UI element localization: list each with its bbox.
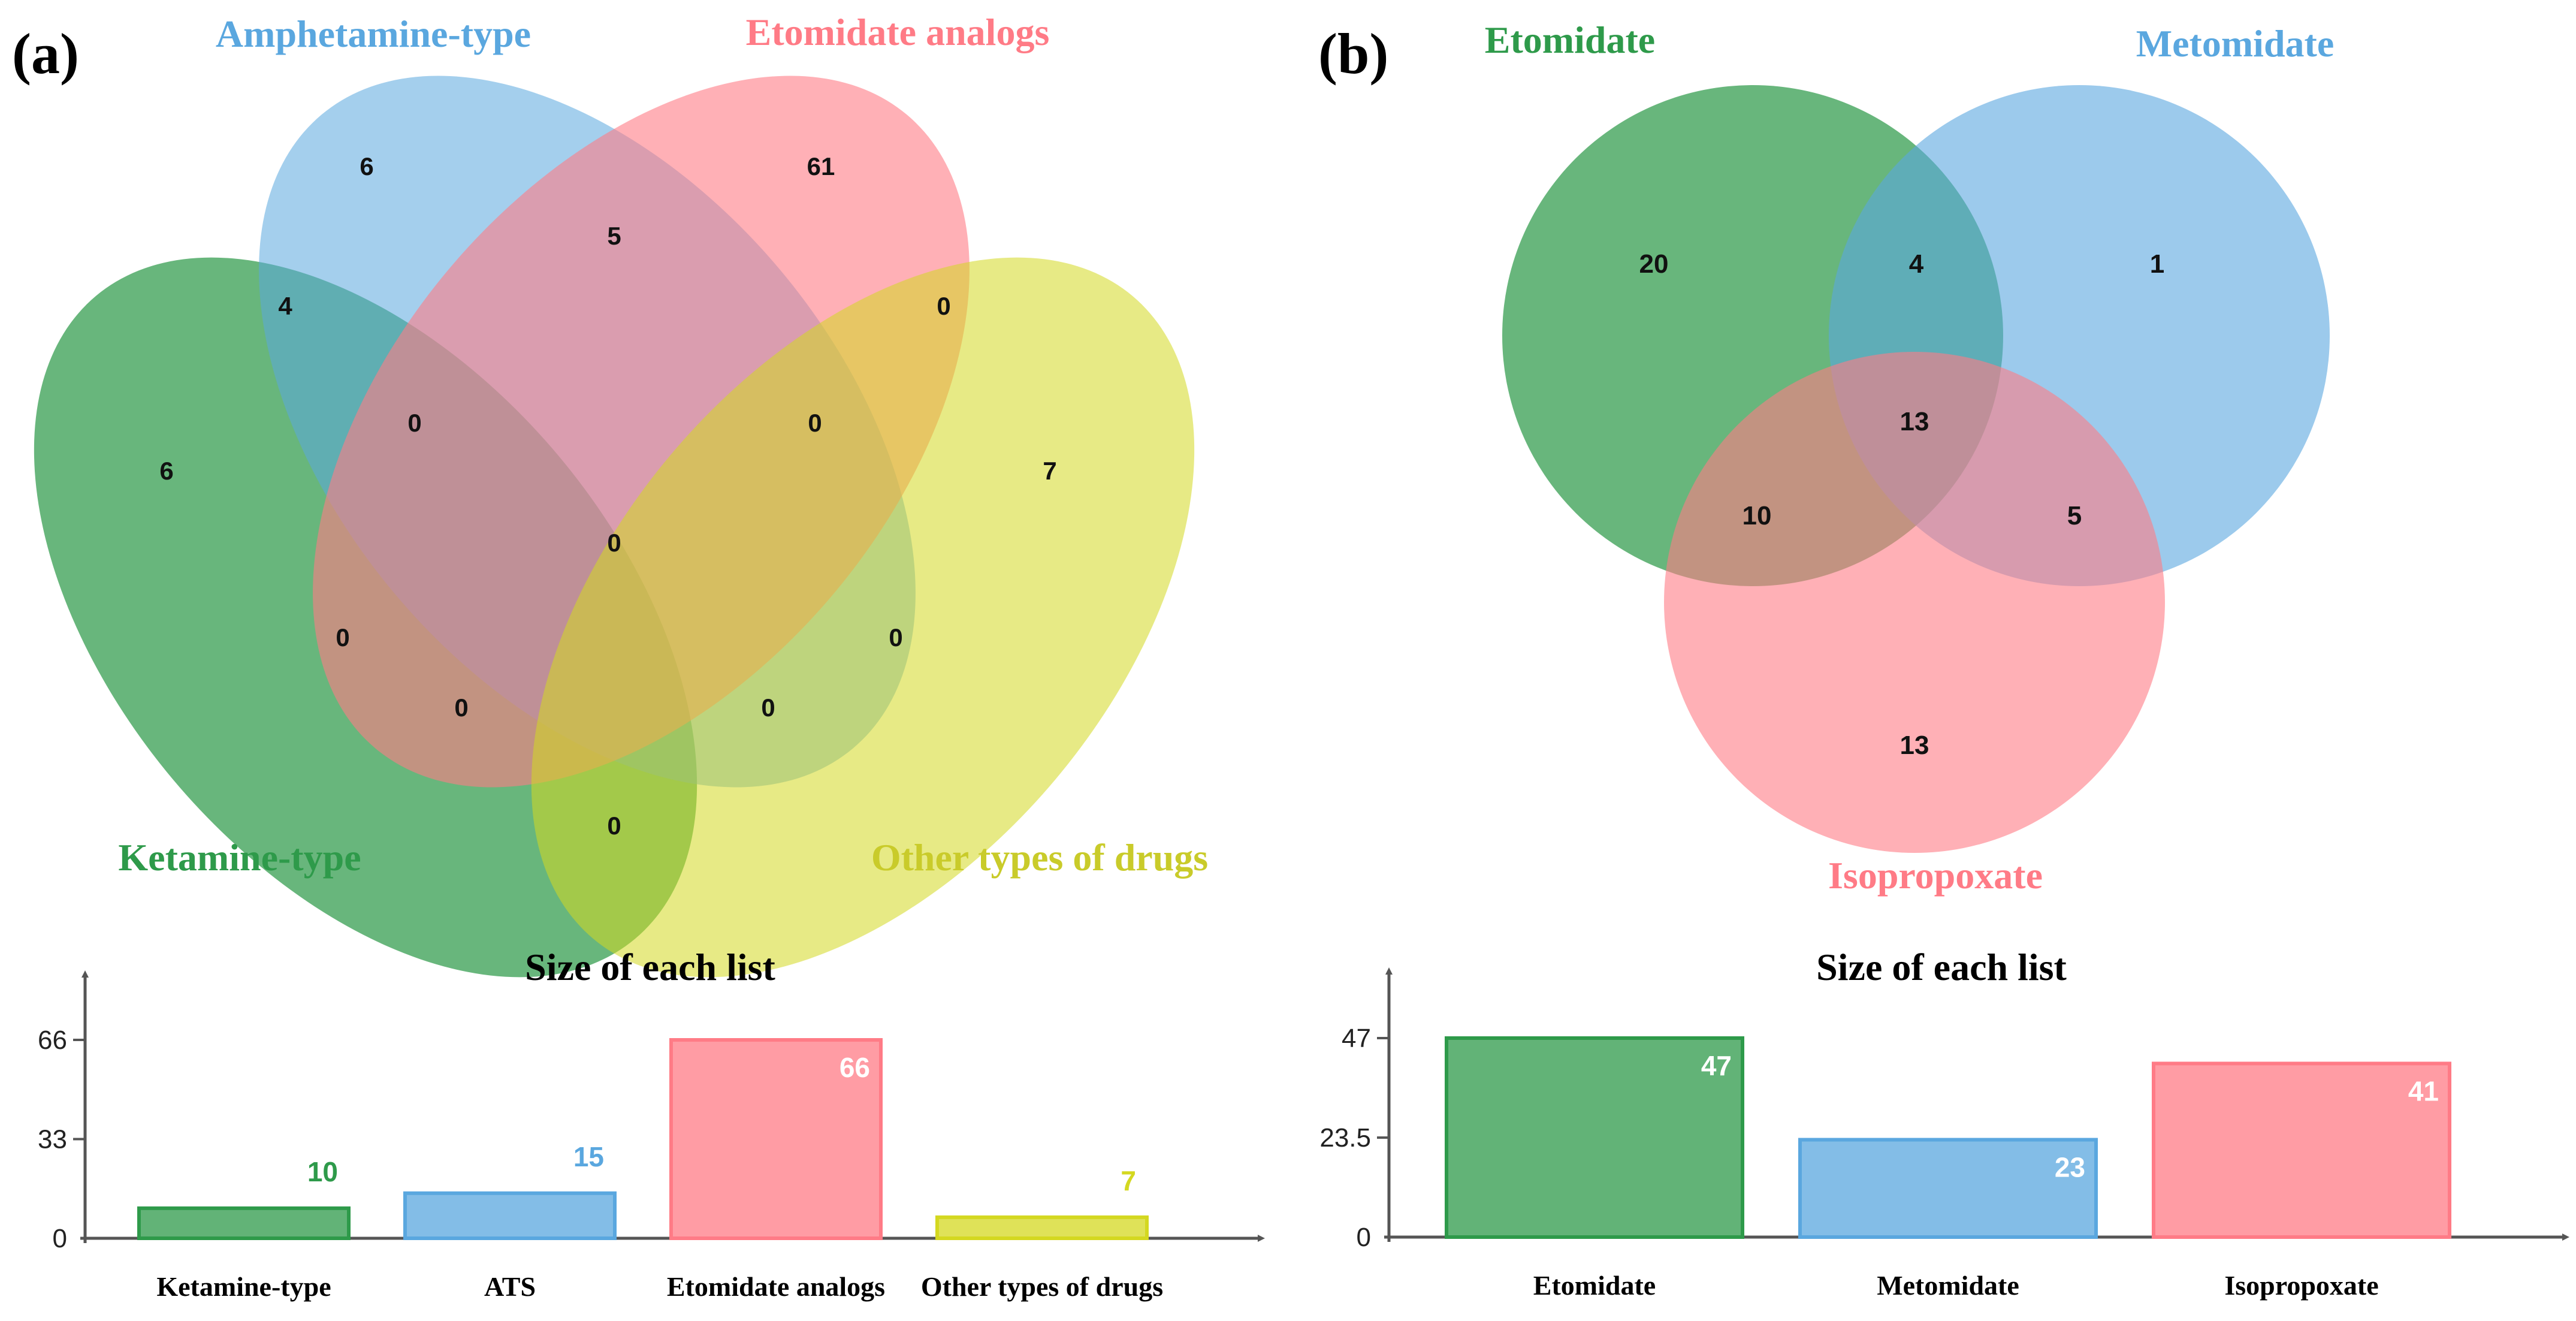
venn-a-label-ketamine: Ketamine-type: [118, 836, 361, 879]
venn-b-count: 5: [2067, 501, 2082, 530]
y-tick-label: 33: [38, 1125, 67, 1154]
y-tick-label: 47: [1342, 1024, 1371, 1053]
venn-b-count: 1: [2150, 249, 2164, 279]
venn-a-count: 0: [808, 409, 822, 437]
venn-a-count: 0: [607, 812, 621, 840]
x-tick-label: Metomidate: [1877, 1270, 2019, 1301]
venn-a-count: 4: [278, 292, 292, 320]
bar: [137, 1206, 351, 1241]
x-tick-label: Isopropoxate: [2224, 1270, 2378, 1301]
x-tick-label: Other types of drugs: [921, 1271, 1163, 1302]
venn-a-count: 0: [407, 409, 421, 437]
bar-value-label: 7: [1121, 1165, 1136, 1196]
panel-a-label: (a): [12, 22, 79, 86]
bar-chart-b: Size of each list 0 23.5 47 47 Etomidate 23 Met…: [1319, 946, 2569, 1301]
venn-b-count: 20: [1639, 249, 1669, 279]
bar-value-label: 23: [2055, 1152, 2085, 1183]
bar: [1798, 1138, 2098, 1239]
bar: [935, 1215, 1149, 1240]
venn-a: [34, 76, 1195, 978]
venn-a-count: 0: [607, 529, 621, 557]
x-tick-label: Etomidate: [1533, 1270, 1656, 1301]
venn-b-counts: 20 4 1 13 10 5 13: [1639, 249, 2165, 760]
bar-value-label: 15: [573, 1141, 604, 1172]
chart-title: Size of each list: [525, 946, 775, 988]
x-tick-label: Etomidate analogs: [667, 1271, 885, 1302]
bar-chart-a: Size of each list 0 33 66 10 Ketamine-type 15 A…: [38, 946, 1265, 1302]
y-tick-label: 0: [53, 1224, 67, 1253]
venn-a-count: 0: [761, 693, 775, 722]
venn-a-count: 0: [889, 623, 902, 652]
bar: [1445, 1036, 1744, 1239]
venn-a-count: 6: [159, 457, 173, 485]
venn-a-count: 0: [454, 693, 468, 722]
venn-a-count: 6: [360, 152, 373, 180]
bar: [2152, 1061, 2451, 1239]
chart-title: Size of each list: [1816, 946, 2067, 988]
venn-a-label-etomidate: Etomidate analogs: [746, 11, 1050, 53]
venn-b-count: 13: [1900, 407, 1929, 436]
bar-value-label: 41: [2408, 1075, 2439, 1106]
venn-a-label-amphetamine: Amphetamine-type: [216, 13, 531, 55]
venn-a-counts: 6 61 5 4 0 6 7 0 0 0 0 0 0 0 0: [159, 152, 1056, 840]
venn-a-label-other: Other types of drugs: [871, 836, 1208, 879]
bar-value-label: 10: [307, 1156, 338, 1187]
venn-a-count: 0: [937, 292, 950, 320]
venn-b-count: 10: [1743, 501, 1772, 530]
bar: [669, 1038, 883, 1240]
venn-b-set-isopropoxate: [1664, 352, 2165, 853]
bar: [403, 1191, 617, 1240]
panel-a: (a) Amphetamine-type Etomidate analogs K…: [12, 11, 1208, 978]
venn-a-count: 7: [1043, 457, 1056, 485]
venn-b-label-isopropoxate: Isopropoxate: [1828, 854, 2043, 897]
venn-b-count: 4: [1909, 249, 1924, 279]
venn-a-count: 5: [607, 222, 621, 250]
venn-b-count: 13: [1900, 731, 1929, 760]
x-tick-label: ATS: [484, 1271, 536, 1302]
venn-b-label-etomidate: Etomidate: [1485, 19, 1655, 61]
venn-a-set-other: [531, 257, 1195, 978]
bar-value-label: 47: [1701, 1050, 1732, 1081]
x-tick-label: Ketamine-type: [156, 1271, 331, 1302]
venn-b: [1502, 85, 2330, 853]
y-tick-label: 66: [38, 1026, 67, 1055]
venn-a-count: 61: [807, 152, 835, 180]
venn-a-count: 0: [336, 623, 349, 652]
y-tick-label: 0: [1357, 1223, 1371, 1252]
bar-value-label: 66: [839, 1052, 870, 1083]
y-tick-label: 23.5: [1319, 1123, 1371, 1153]
panel-b-label: (b): [1318, 22, 1388, 86]
panel-b: (b) Etomidate Metomidate Isopropoxate 20…: [1318, 19, 2334, 897]
venn-b-label-metomidate: Metomidate: [2136, 22, 2335, 65]
